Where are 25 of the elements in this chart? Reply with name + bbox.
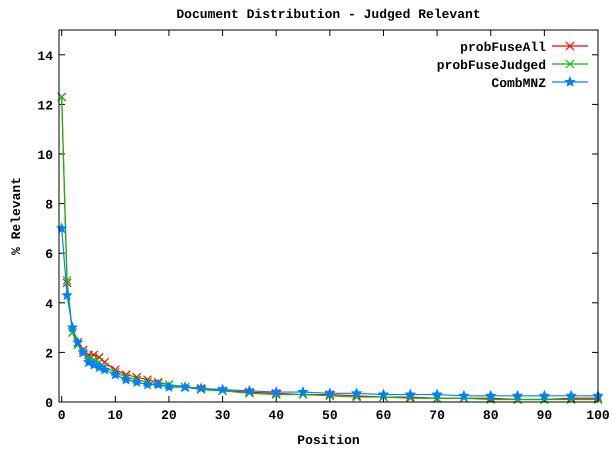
x-tick-label: 20 (161, 408, 177, 423)
legend-label: CombMNZ (491, 76, 546, 91)
x-tick-label: 60 (376, 408, 392, 423)
x-tick-label: 100 (586, 408, 610, 423)
x-tick-label: 80 (482, 408, 499, 423)
y-tick-label: 12 (37, 98, 54, 114)
y-tick-label: 2 (45, 346, 54, 362)
x-tick-label: 30 (214, 408, 231, 423)
y-tick-label: 0 (45, 396, 54, 411)
x-tick-label: 70 (429, 408, 446, 423)
chart-title: Document Distribution - Judged Relevant (176, 7, 481, 22)
y-axis-title: % Relevant (9, 176, 24, 256)
x-tick-label: 50 (322, 408, 338, 423)
y-tick-label: 10 (37, 148, 54, 163)
y-tick-label: 4 (45, 296, 54, 312)
x-tick-label: 40 (268, 408, 284, 423)
x-tick-label: 90 (536, 408, 552, 423)
y-tick-label: 8 (45, 198, 54, 213)
x-tick-label: 10 (108, 408, 124, 423)
x-axis-title: Position (297, 433, 360, 448)
legend-label: probFuseJudged (436, 58, 546, 73)
x-tick-label: 0 (58, 408, 66, 423)
legend-label: probFuseAll (460, 40, 546, 55)
y-tick-label: 14 (37, 48, 54, 64)
y-tick-label: 6 (45, 247, 54, 262)
